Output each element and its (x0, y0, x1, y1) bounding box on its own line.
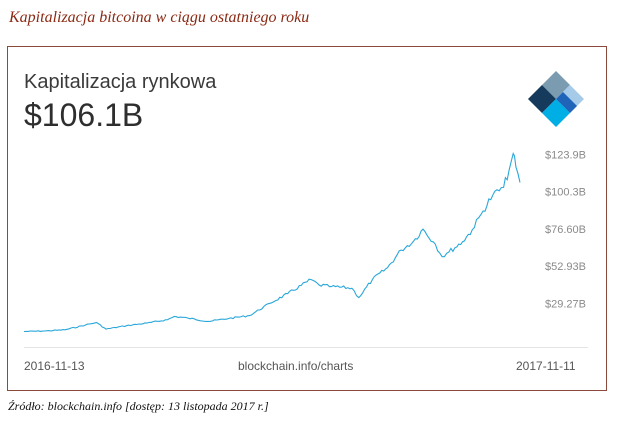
y-tick-label: $123.9B (545, 149, 586, 161)
chart-caption: Kapitalizacja bitcoina w ciągu ostatnieg… (9, 9, 310, 26)
logo-accent-tile (556, 92, 577, 113)
series-line (23, 151, 521, 333)
source-note: Źródło: blockchain.info [dostęp: 13 list… (8, 399, 269, 413)
footer-divider (24, 347, 588, 348)
y-axis: $123.9B $100.3B $76.60B $52.93B $29.27B (545, 149, 586, 310)
y-tick-label: $100.3B (545, 187, 586, 199)
y-tick-label: $29.27B (545, 299, 586, 311)
y-tick-label: $52.93B (545, 261, 586, 273)
market-cap-chart: $123.9B $100.3B $76.60B $52.93B $29.27B (23, 149, 586, 333)
x-start-label: 2016-11-13 (24, 359, 85, 373)
y-tick-label: $76.60B (545, 224, 586, 236)
chart-card: Kapitalizacja rynkowa $106.1B $123.9B $10… (7, 46, 607, 391)
source-watermark[interactable]: blockchain.info/charts (238, 359, 354, 373)
metric-value: $106.1B (24, 97, 144, 133)
metric-label: Kapitalizacja rynkowa (24, 71, 217, 93)
x-end-label: 2017-11-11 (516, 359, 576, 373)
blockchain-logo-icon (528, 71, 584, 127)
